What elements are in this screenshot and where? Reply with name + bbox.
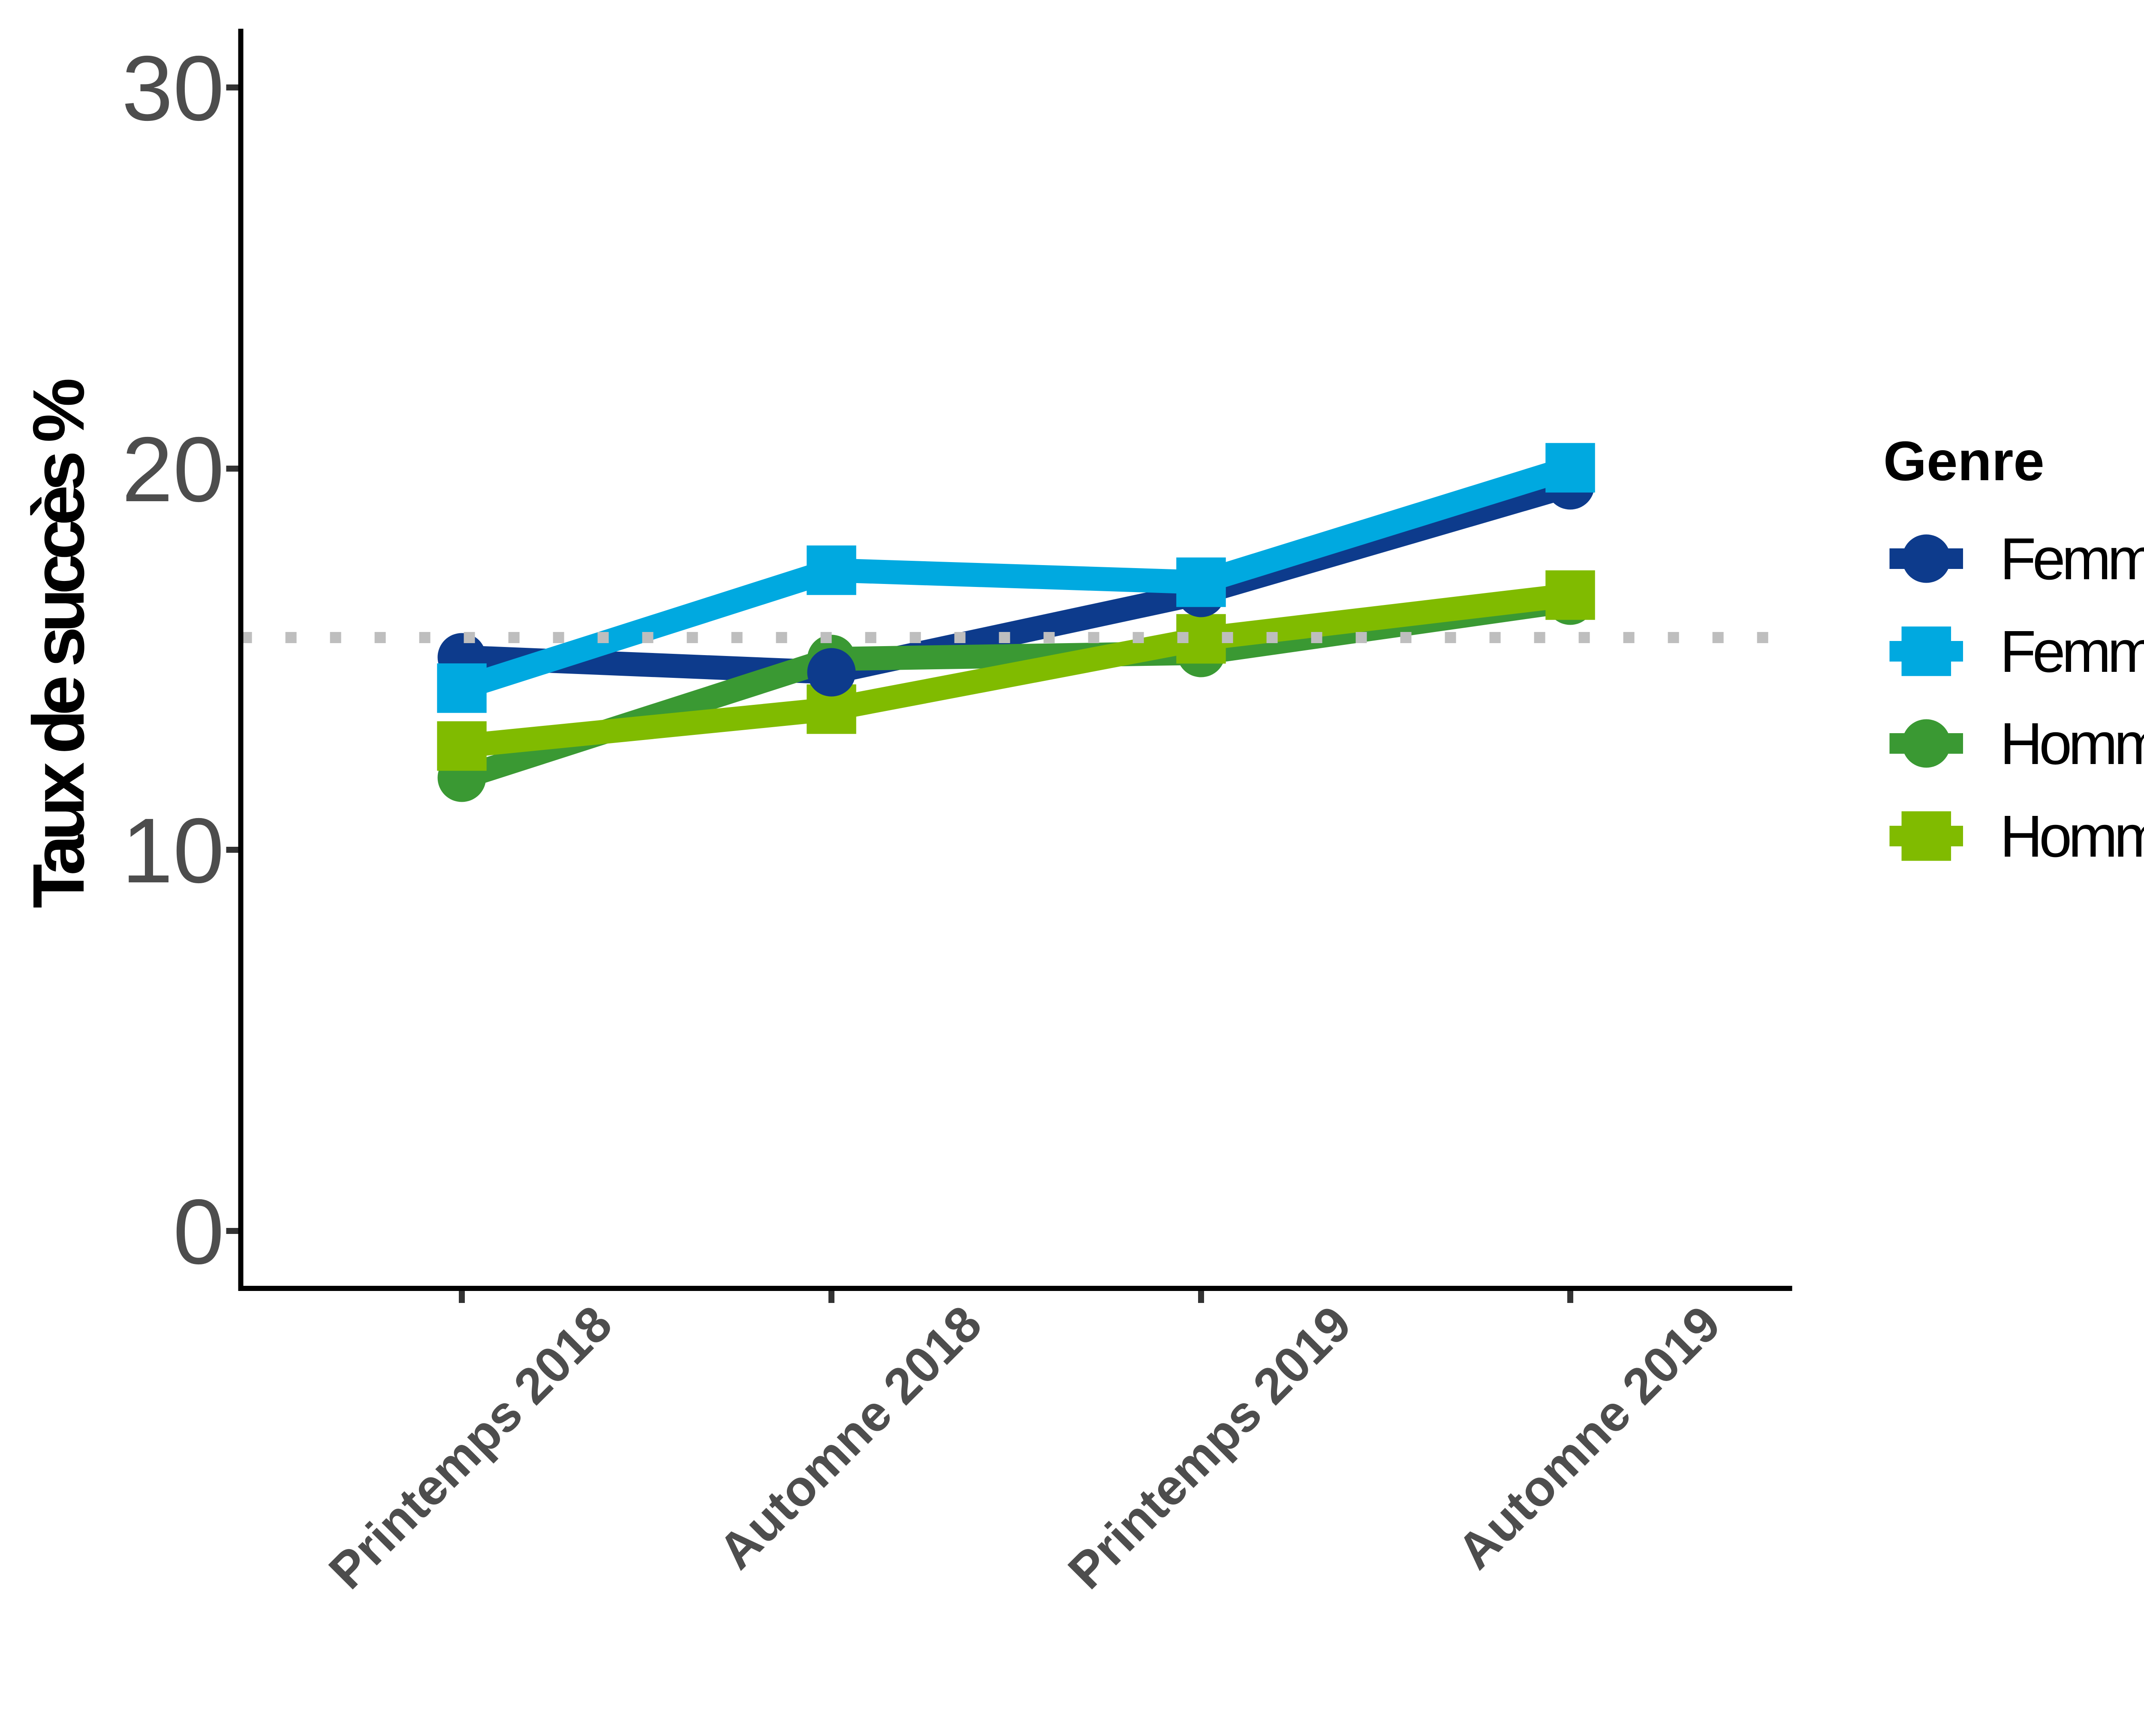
svg-text:Homme, CDC: Homme, CDC [2000, 803, 2144, 870]
svg-text:Homme, Non-CDC: Homme, Non-CDC [2000, 711, 2144, 777]
svg-text:20: 20 [122, 418, 224, 521]
svg-text:Femme, CDC: Femme, CDC [2000, 619, 2144, 685]
svg-text:0: 0 [173, 1180, 224, 1283]
svg-text:Taux de succès %: Taux de succès % [18, 379, 99, 908]
svg-text:Genre: Genre [1883, 430, 2045, 492]
svg-text:30: 30 [122, 36, 224, 140]
svg-text:10: 10 [122, 799, 224, 902]
svg-text:Femme, Non-CDC: Femme, Non-CDC [2000, 526, 2144, 592]
